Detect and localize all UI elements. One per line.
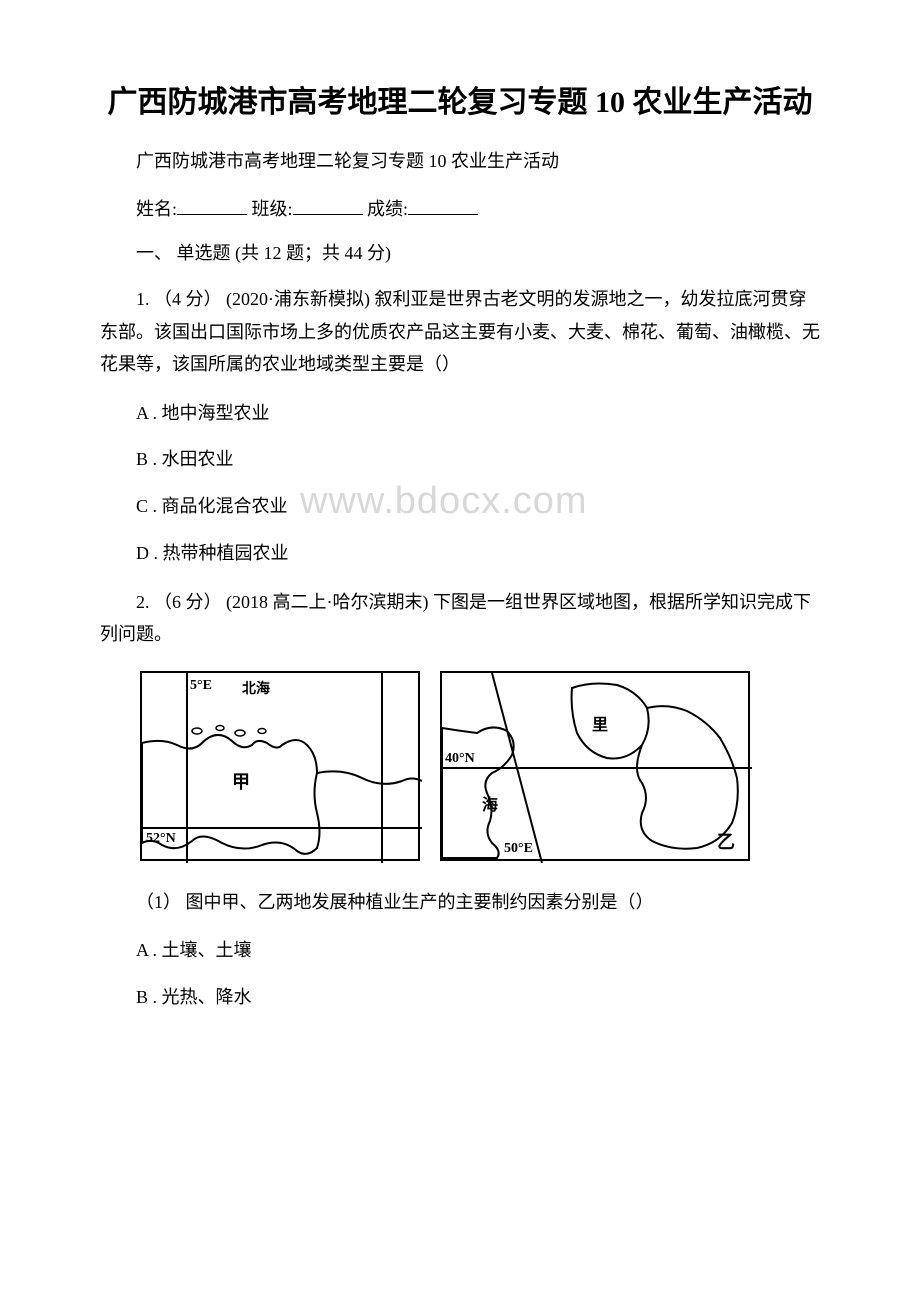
map-2: 里 40°N 海 50°E 乙 bbox=[440, 671, 750, 861]
form-row: 姓名: 班级: 成绩: bbox=[100, 195, 820, 221]
map-1-svg bbox=[142, 673, 422, 863]
map1-lon-label: 5°E bbox=[190, 678, 212, 694]
page-title: 广西防城港市高考地理二轮复习专题 10 农业生产活动 bbox=[100, 80, 820, 125]
question-2-sub1: （1） 图中甲、乙两地发展种植业生产的主要制约因素分别是（） bbox=[100, 886, 820, 918]
map1-region-label: 甲 bbox=[232, 768, 250, 794]
q2-option-b: B . 光热、降水 bbox=[100, 983, 820, 1012]
map2-lat-label: 40°N bbox=[445, 751, 475, 767]
q1-option-a: A . 地中海型农业 bbox=[100, 399, 820, 428]
class-input-line[interactable] bbox=[293, 197, 363, 215]
map2-lon-label: 50°E bbox=[504, 841, 533, 857]
question-2-text: 2. （6 分） (2018 高二上·哈尔滨期末) 下图是一组世界区域地图，根据… bbox=[100, 586, 820, 651]
class-label: 班级: bbox=[252, 199, 293, 219]
q2-option-a: A . 土壤、土壤 bbox=[100, 936, 820, 965]
question-1-text: 1. （4 分） (2020·浦东新模拟) 叙利亚是世界古老文明的发源地之一，幼… bbox=[100, 283, 820, 380]
name-input-line[interactable] bbox=[177, 197, 247, 215]
map-1: 5°E 北海 甲 52°N bbox=[140, 671, 420, 861]
map1-lat-label: 52°N bbox=[146, 831, 176, 847]
score-label: 成绩: bbox=[367, 199, 408, 219]
q1-option-b: B . 水田农业 bbox=[100, 445, 820, 474]
map-container: 5°E 北海 甲 52°N 里 40°N 海 50°E 乙 bbox=[140, 671, 820, 861]
q1-option-d: D . 热带种植园农业 bbox=[100, 539, 820, 568]
map2-inner-label: 里 bbox=[592, 711, 608, 735]
q1-option-c: C . 商品化混合农业 bbox=[100, 492, 820, 521]
map2-region-label: 乙 bbox=[717, 828, 735, 854]
score-input-line[interactable] bbox=[408, 197, 478, 215]
section-1-header: 一、 单选题 (共 12 题；共 44 分) bbox=[100, 239, 820, 265]
subtitle-text: 广西防城港市高考地理二轮复习专题 10 农业生产活动 bbox=[100, 145, 820, 177]
name-label: 姓名: bbox=[136, 199, 177, 219]
map-2-svg bbox=[442, 673, 752, 863]
map1-sea-label: 北海 bbox=[242, 678, 270, 698]
map2-sea-label: 海 bbox=[482, 791, 498, 815]
